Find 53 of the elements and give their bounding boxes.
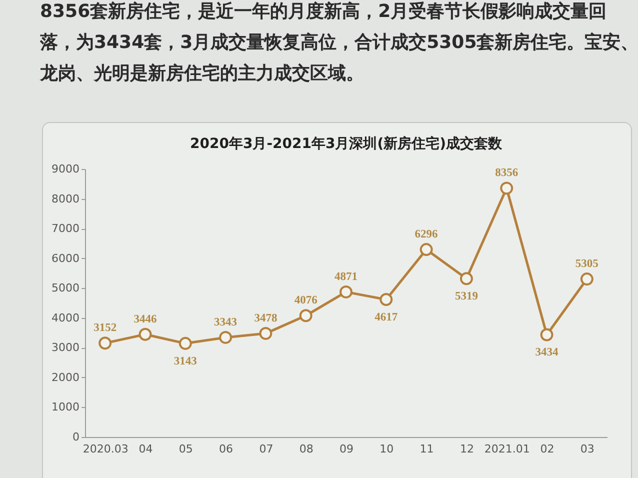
point xyxy=(259,326,272,340)
point xyxy=(580,272,594,286)
x-tick-label: 03 xyxy=(580,442,594,456)
point xyxy=(178,336,192,350)
data-label: 5305 xyxy=(575,258,599,270)
y-tick-label: 2000 xyxy=(52,370,80,384)
point xyxy=(219,330,232,344)
x-tick-label: 11 xyxy=(420,442,434,456)
data-label: 3434 xyxy=(535,346,559,359)
data-label: 4617 xyxy=(374,312,398,324)
x-tick-label: 06 xyxy=(219,442,234,456)
data-label: 3343 xyxy=(214,316,238,328)
data-label: 3152 xyxy=(94,322,117,334)
x-tick-label: 2020.03 xyxy=(82,442,128,456)
data-label: 4871 xyxy=(334,270,358,283)
x-tick-label: 09 xyxy=(340,442,354,456)
x-tick-label: 08 xyxy=(299,442,314,456)
y-tick-label: 0 xyxy=(72,430,80,444)
data-label: 3478 xyxy=(254,312,278,324)
text: 8356套新房住宅，是近一年的月度新高，2月受春节长假影响成交量回 xyxy=(40,0,608,24)
y-tick-label: 9000 xyxy=(52,162,80,176)
y-tick-label: 8000 xyxy=(52,192,80,206)
x-tick-label: 12 xyxy=(460,442,474,456)
point xyxy=(138,328,152,341)
x-tick-label: 05 xyxy=(178,442,193,456)
data-label: 8356 xyxy=(495,167,518,180)
data-label: 5319 xyxy=(454,290,478,303)
x-tick-label: 2021.01 xyxy=(484,442,530,456)
point xyxy=(380,293,393,306)
point xyxy=(500,182,514,195)
data-label: 3446 xyxy=(134,313,157,326)
y-tick-label: 7000 xyxy=(52,222,80,236)
text: 落，为3434套，3月成交量恢复高位，合计成交5305套新房住宅。宝安、 xyxy=(40,31,638,55)
x-tick-label: 10 xyxy=(380,442,394,456)
point xyxy=(340,285,352,298)
point xyxy=(460,272,473,286)
y-tick-label: 4000 xyxy=(52,311,80,324)
point xyxy=(299,309,312,322)
y-tick-label: 6000 xyxy=(52,252,80,265)
data-label: 4076 xyxy=(294,294,318,307)
point xyxy=(98,336,112,350)
x-tick-label: 04 xyxy=(138,442,153,456)
y-tick-label: 3000 xyxy=(52,341,80,354)
x-tick-label: 07 xyxy=(259,442,274,456)
point xyxy=(540,328,554,342)
chart-title: 2020年3月-2021年3月深圳(新房住宅)成交套数 xyxy=(190,135,504,152)
point xyxy=(420,243,433,256)
text: 龙岗、光明是新房住宅的主力成交区域。 xyxy=(40,62,365,86)
data-label: 3143 xyxy=(174,355,198,368)
y-tick-label: 1000 xyxy=(52,400,80,414)
data-label: 6296 xyxy=(414,228,438,241)
x-tick-label: 02 xyxy=(540,442,554,456)
y-tick-label: 5000 xyxy=(52,282,80,295)
